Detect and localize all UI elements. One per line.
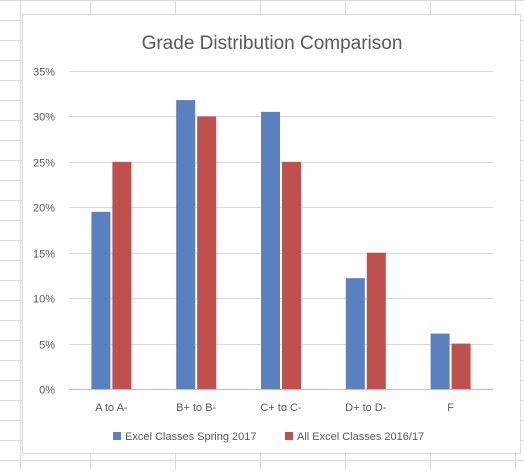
y-tick-label: 10%: [33, 294, 55, 306]
chart-area[interactable]: Grade Distribution Comparison 0% 5% 10% 15%…: [22, 14, 521, 454]
bars: [91, 100, 471, 390]
y-tick-label: 25%: [33, 158, 55, 170]
legend-label-series-2: All Excel Classes 2016/17: [297, 431, 424, 443]
bar-series-2: [112, 161, 132, 389]
x-tick-label: C+ to C-: [260, 402, 302, 414]
bar-series-1: [261, 111, 280, 389]
chart-title: Grade Distribution Comparison: [142, 33, 403, 54]
y-tick-label: 35%: [33, 67, 55, 79]
x-tick-label: B+ to B-: [176, 402, 216, 414]
legend-swatch-series-2: [285, 432, 293, 440]
bar-series-1: [176, 100, 196, 390]
grade-distribution-chart[interactable]: Grade Distribution Comparison 0% 5% 10% 15%…: [23, 15, 522, 455]
bar-series-2: [451, 343, 471, 389]
bar-series-2: [282, 161, 301, 389]
bar-series-1: [345, 278, 365, 389]
y-tick-label: 30%: [33, 112, 55, 124]
x-tick-label: F: [447, 402, 454, 414]
y-tick-label: 15%: [33, 249, 55, 261]
legend-swatch-series-1: [113, 432, 121, 440]
legend[interactable]: Excel Classes Spring 2017 All Excel Clas…: [113, 431, 424, 443]
bar-series-1: [430, 333, 450, 389]
bar-series-1: [91, 211, 111, 389]
y-axis-tick-labels: 0% 5% 10% 15% 20% 25% 30% 35%: [33, 67, 55, 397]
y-tick-label: 5%: [39, 340, 55, 352]
x-axis-tick-labels: A to A- B+ to B- C+ to C- D+ to D- F: [95, 402, 454, 414]
bar-series-2: [366, 252, 386, 389]
x-tick-label: D+ to D-: [345, 402, 387, 414]
y-tick-label: 20%: [33, 203, 55, 215]
legend-label-series-1: Excel Classes Spring 2017: [125, 431, 256, 443]
y-gridlines: [69, 71, 493, 345]
y-tick-label: 0%: [39, 385, 55, 397]
x-tick-label: A to A-: [95, 402, 128, 414]
bar-series-2: [197, 116, 217, 389]
